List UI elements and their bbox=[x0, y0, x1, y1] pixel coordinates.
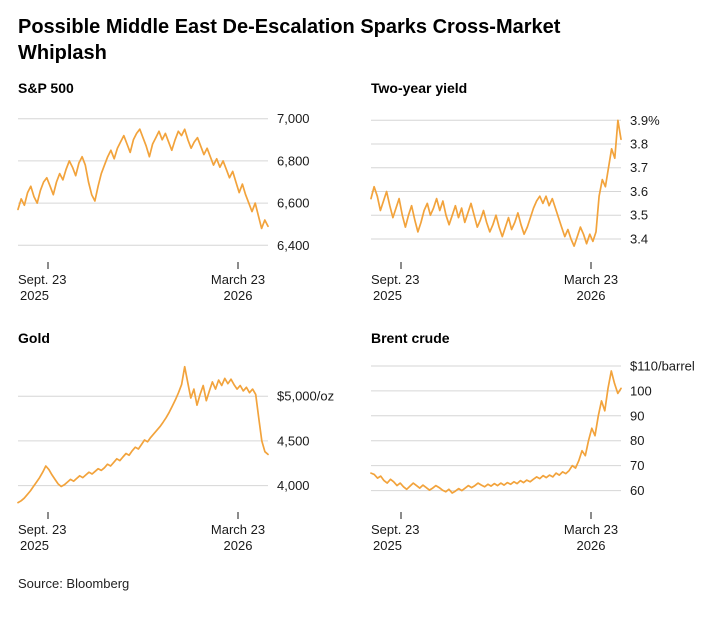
svg-text:2025: 2025 bbox=[373, 538, 402, 553]
svg-text:March 23: March 23 bbox=[211, 522, 265, 537]
svg-text:80: 80 bbox=[630, 433, 644, 448]
svg-text:4,500: 4,500 bbox=[277, 433, 310, 448]
svg-text:7,000: 7,000 bbox=[277, 111, 310, 126]
svg-text:3.4: 3.4 bbox=[630, 232, 648, 247]
chart-two-year-yield: Two-year yield 3.9% 3.8 3.7 3.6 3.5 3.4 Sept. … bbox=[370, 80, 703, 304]
page-title: Possible Middle East De-Escalation Spark… bbox=[18, 16, 561, 64]
chart-title-brent-crude: Brent crude bbox=[371, 330, 450, 346]
svg-text:$5,000/oz: $5,000/oz bbox=[277, 389, 334, 404]
svg-text:6,600: 6,600 bbox=[277, 196, 310, 211]
chart-title-sp500: S&P 500 bbox=[18, 80, 74, 96]
svg-text:60: 60 bbox=[630, 483, 644, 498]
svg-text:Sept. 23: Sept. 23 bbox=[18, 272, 66, 287]
svg-text:March 23: March 23 bbox=[564, 522, 618, 537]
svg-text:March 23: March 23 bbox=[211, 272, 265, 287]
svg-text:6,400: 6,400 bbox=[277, 238, 310, 253]
svg-text:Sept. 23: Sept. 23 bbox=[18, 522, 66, 537]
chart-sp500: S&P 500 7,000 6,800 6,600 6,400 Sept. 23 2025… bbox=[17, 80, 350, 304]
charts-grid: S&P 500 7,000 6,800 6,600 6,400 Sept. 23 2025… bbox=[17, 80, 703, 554]
chart-title-gold: Gold bbox=[18, 330, 50, 346]
svg-text:Sept. 23: Sept. 23 bbox=[371, 272, 419, 287]
chart-gold: Gold $5,000/oz 4,500 4,000 Sept. 23 2025 Marc… bbox=[17, 330, 350, 554]
svg-text:6,800: 6,800 bbox=[277, 153, 310, 168]
svg-text:70: 70 bbox=[630, 458, 644, 473]
svg-text:3.6: 3.6 bbox=[630, 184, 648, 199]
svg-text:2025: 2025 bbox=[373, 288, 402, 303]
svg-text:March 23: March 23 bbox=[564, 272, 618, 287]
svg-text:3.9%: 3.9% bbox=[630, 113, 660, 128]
svg-text:2026: 2026 bbox=[224, 288, 253, 303]
svg-text:2026: 2026 bbox=[224, 538, 253, 553]
svg-text:$110/barrel: $110/barrel bbox=[630, 359, 695, 374]
svg-text:2025: 2025 bbox=[20, 288, 49, 303]
svg-text:3.7: 3.7 bbox=[630, 160, 648, 175]
chart-title-two-year-yield: Two-year yield bbox=[371, 80, 468, 96]
source-label: Source: Bloomberg bbox=[18, 576, 130, 591]
svg-text:3.5: 3.5 bbox=[630, 208, 648, 223]
svg-text:2026: 2026 bbox=[577, 538, 606, 553]
svg-text:90: 90 bbox=[630, 408, 644, 423]
svg-text:2026: 2026 bbox=[577, 288, 606, 303]
svg-text:Sept. 23: Sept. 23 bbox=[371, 522, 419, 537]
svg-text:4,000: 4,000 bbox=[277, 478, 310, 493]
svg-text:2025: 2025 bbox=[20, 538, 49, 553]
svg-text:100: 100 bbox=[630, 383, 652, 398]
chart-brent-crude: Brent crude $110/barrel 100 90 80 70 60 Sept. … bbox=[370, 330, 703, 554]
svg-text:3.8: 3.8 bbox=[630, 137, 648, 152]
